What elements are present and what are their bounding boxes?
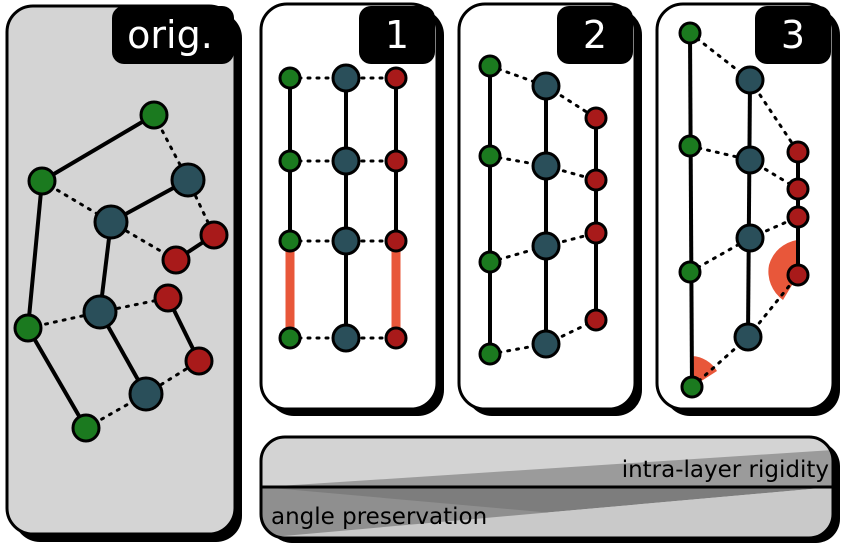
node-green (278, 66, 302, 90)
panel-step2: 2 (457, 2, 642, 416)
step2-nodes (478, 54, 608, 366)
rigidity-wedge (263, 450, 833, 487)
node-red (786, 140, 810, 164)
node-red (384, 229, 408, 253)
node-teal (531, 71, 561, 101)
node-teal (331, 146, 361, 176)
node-red (384, 326, 408, 350)
node-green (27, 166, 57, 196)
panel-step3-label-box (755, 6, 831, 64)
node-green (278, 229, 302, 253)
node-red (584, 308, 608, 332)
node-teal (735, 65, 765, 95)
angle-label: angle preservation (271, 504, 487, 530)
node-green (478, 342, 502, 366)
tradeoff-bar: intra-layer rigidity angle preservation (259, 435, 840, 543)
node-teal (531, 329, 561, 359)
node-teal (531, 151, 561, 181)
angle-wedge-light (261, 487, 833, 538)
node-green (478, 250, 502, 274)
step2-solid-edges (488, 66, 598, 354)
node-teal (128, 376, 164, 412)
node-red (153, 283, 183, 313)
panel-step1-label: 1 (385, 13, 409, 57)
node-teal (93, 204, 129, 240)
node-green (71, 413, 101, 443)
node-teal (170, 162, 206, 198)
node-green (678, 21, 702, 45)
node-green (478, 144, 502, 168)
node-teal (735, 145, 765, 175)
panel-original: orig. (5, 4, 242, 542)
node-red (184, 346, 214, 376)
step3-nodes (678, 21, 810, 399)
panel-original-label-box (112, 6, 234, 64)
node-teal (331, 226, 361, 256)
original-nodes (13, 100, 229, 443)
node-red (384, 66, 408, 90)
node-green (139, 100, 169, 130)
step1-highlight-edges (285, 241, 401, 338)
node-red (584, 168, 608, 192)
node-red (584, 221, 608, 245)
node-green (680, 375, 704, 399)
node-teal (82, 294, 118, 330)
panel-step3-body (655, 2, 835, 411)
panel-step2-label: 2 (583, 13, 607, 57)
node-green (678, 260, 702, 284)
node-red (199, 220, 229, 250)
step1-nodes (278, 63, 408, 353)
node-red (584, 106, 608, 130)
panel-original-label: orig. (127, 13, 213, 57)
node-red (786, 177, 810, 201)
node-green (13, 313, 43, 343)
panel-step3-label: 3 (781, 13, 805, 57)
node-red (786, 205, 810, 229)
tradeoff-bar-outline (259, 435, 835, 540)
node-green (278, 326, 302, 350)
node-green (478, 54, 502, 78)
node-green (678, 134, 702, 158)
node-teal (331, 323, 361, 353)
node-green (278, 149, 302, 173)
node-red (786, 263, 810, 287)
node-red (384, 149, 408, 173)
node-teal (331, 63, 361, 93)
node-teal (733, 322, 763, 352)
node-red (161, 245, 191, 275)
panel-original-body (5, 4, 237, 536)
panel-step2-label-box (557, 6, 633, 64)
node-teal (531, 231, 561, 261)
panel-step1-label-box (359, 6, 435, 64)
node-teal (735, 223, 765, 253)
panel-step3: 3 (655, 2, 840, 416)
step3-angle-wedge-large (768, 240, 798, 300)
rigidity-label: intra-layer rigidity (622, 457, 829, 483)
panel-step1: 1 (259, 2, 444, 416)
